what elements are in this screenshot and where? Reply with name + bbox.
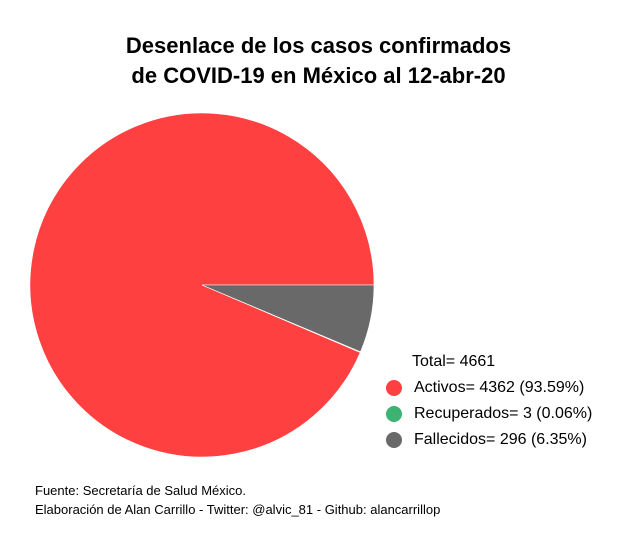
chart-title-line-2: de COVID-19 en México al 12-abr-20	[131, 63, 506, 88]
legend-item-activos: Activos= 4362 (93.59%)	[384, 375, 592, 401]
chart-title: Desenlace de los casos confirmados de CO…	[0, 31, 637, 91]
caption: Fuente: Secretaría de Salud México. Elab…	[35, 481, 440, 519]
legend-item-recuperados: Recuperados= 3 (0.06%)	[384, 401, 592, 427]
legend-item-fallecidos: Fallecidos= 296 (6.35%)	[384, 427, 592, 453]
pie-slice-fallecidos	[201, 284, 375, 353]
legend-total: Total= 4661	[412, 353, 496, 370]
legend-swatch-fallecidos	[386, 432, 402, 448]
legend-swatch-activos	[386, 380, 402, 396]
caption-credit: Elaboración de Alan Carrillo - Twitter: …	[35, 502, 441, 517]
caption-source: Fuente: Secretaría de Salud México.	[35, 483, 247, 498]
legend-label-recuperados: Recuperados= 3 (0.06%)	[414, 405, 593, 422]
legend-swatch-recuperados	[386, 406, 402, 422]
legend-label-fallecidos: Fallecidos= 296 (6.35%)	[414, 431, 587, 448]
legend: Total= 4661 Activos= 4362 (93.59%) Recup…	[384, 349, 592, 453]
legend-label-activos: Activos= 4362 (93.59%)	[414, 379, 585, 396]
chart-title-line-1: Desenlace de los casos confirmados	[125, 33, 512, 58]
